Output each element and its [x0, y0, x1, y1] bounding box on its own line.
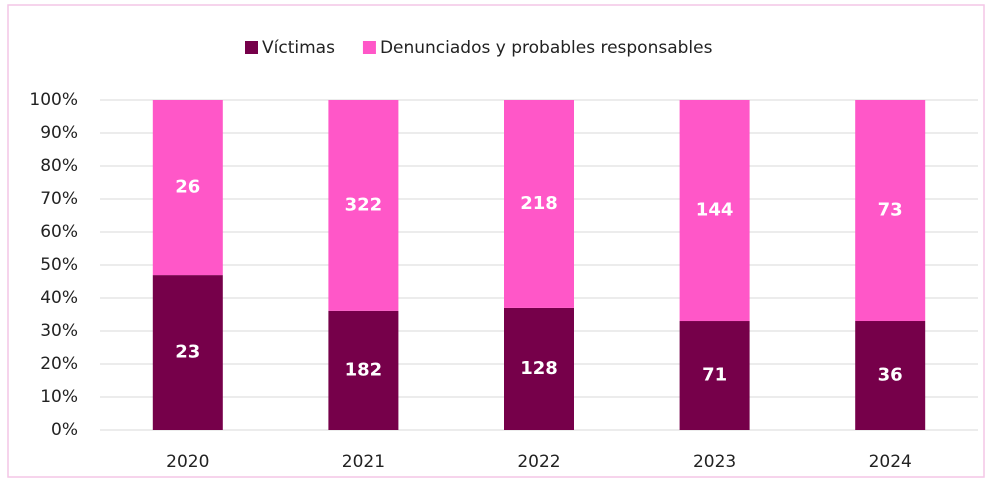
y-tick-label: 80%	[40, 156, 78, 176]
legend-label: Denunciados y probables responsables	[380, 38, 713, 58]
legend-swatch	[362, 41, 376, 54]
y-tick-label: 10%	[40, 387, 78, 407]
bar-segment	[504, 100, 574, 308]
y-tick-label: 70%	[40, 189, 78, 209]
bar-segment	[328, 100, 399, 311]
bar-segment	[328, 310, 399, 430]
data-label: 26	[175, 177, 200, 198]
data-label: 322	[345, 194, 383, 215]
bar-segment	[855, 100, 926, 322]
y-tick-label: 90%	[40, 123, 78, 143]
data-label: 73	[878, 200, 903, 221]
data-label: 128	[520, 358, 558, 379]
data-label: 218	[520, 193, 558, 214]
bar-segment	[679, 321, 750, 430]
y-tick-label: 100%	[29, 90, 78, 110]
bar-segment	[679, 100, 750, 322]
y-tick-label: 50%	[40, 255, 78, 275]
data-label: 23	[175, 342, 200, 363]
y-tick-label: 40%	[40, 288, 78, 308]
chart-frame	[7, 4, 985, 478]
bar-segment	[152, 275, 223, 430]
x-tick-label: 2021	[342, 452, 385, 472]
y-tick-label: 30%	[40, 321, 78, 341]
data-label: 71	[702, 365, 727, 386]
x-tick-label: 2023	[693, 452, 736, 472]
legend-swatch	[245, 41, 258, 54]
data-label: 36	[878, 365, 903, 386]
x-tick-label: 2022	[517, 452, 560, 472]
y-tick-label: 20%	[40, 354, 78, 374]
data-label: 144	[696, 200, 734, 221]
bar-segment	[855, 321, 926, 430]
y-tick-label: 0%	[51, 420, 78, 440]
y-tick-label: 60%	[40, 222, 78, 242]
bar-segment	[504, 307, 574, 430]
legend-label: Víctimas	[262, 38, 335, 58]
x-tick-label: 2020	[166, 452, 209, 472]
bar-segment	[152, 100, 223, 276]
data-label: 182	[345, 359, 383, 380]
x-tick-label: 2024	[869, 452, 912, 472]
